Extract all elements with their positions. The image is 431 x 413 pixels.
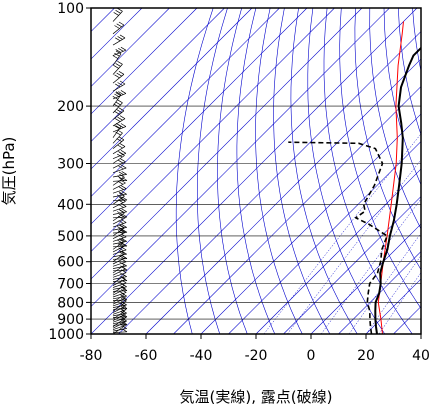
x-axis-label: 気温(実線), 露点(破線) xyxy=(180,388,333,406)
y-axis-label: 気圧(hPa) xyxy=(0,137,18,206)
y-tick-label: 800 xyxy=(57,295,84,311)
y-tick-label: 1000 xyxy=(48,327,84,343)
y-tick-label: 900 xyxy=(57,312,84,328)
x-tick-label: -40 xyxy=(190,348,213,364)
y-tick-label: 300 xyxy=(57,157,84,173)
y-tick-label: 500 xyxy=(57,229,84,245)
y-tick-label: 400 xyxy=(57,197,84,213)
x-tick-label: -60 xyxy=(135,348,158,364)
x-tick-label: -80 xyxy=(80,348,103,364)
x-tick-label: -20 xyxy=(245,348,268,364)
y-tick-label: 100 xyxy=(57,1,84,17)
y-tick-label: 600 xyxy=(57,255,84,271)
x-tick-label: 20 xyxy=(357,348,375,364)
x-tick-label: 0 xyxy=(307,348,316,364)
y-tick-label: 700 xyxy=(57,277,84,293)
x-tick-label: 40 xyxy=(412,348,430,364)
y-tick-label: 200 xyxy=(57,99,84,115)
